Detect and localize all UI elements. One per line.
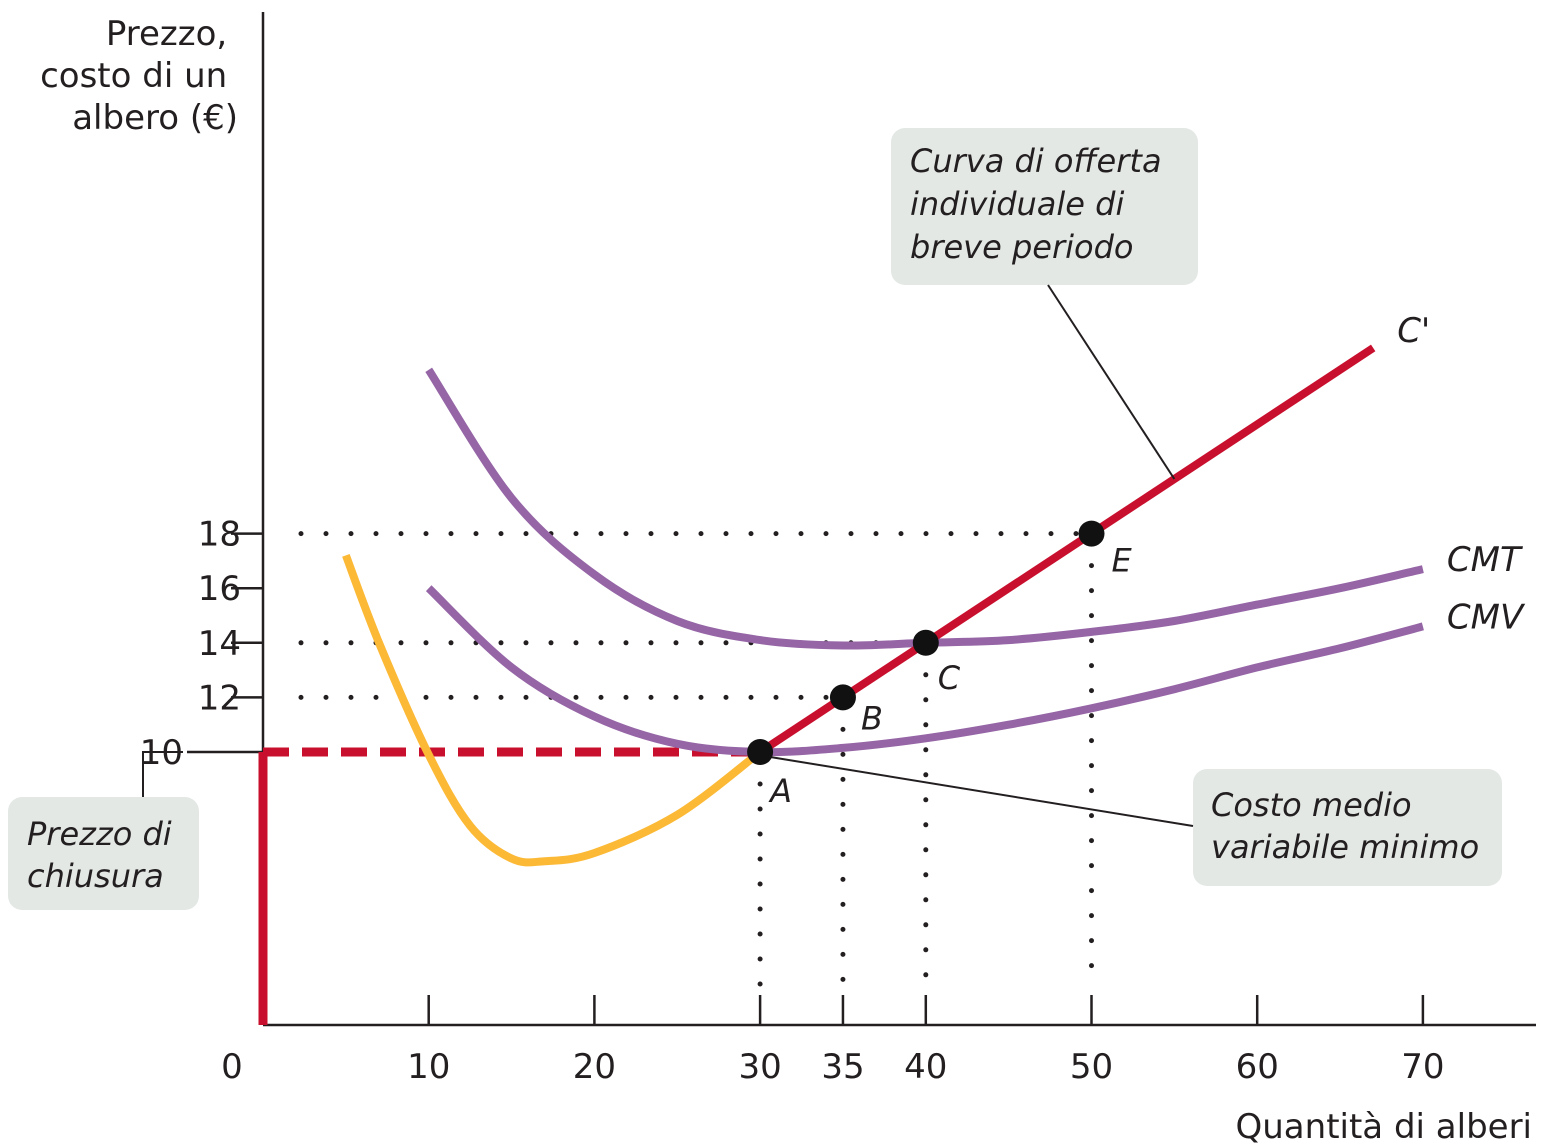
x-tick-label-20: 20 [573,1047,616,1087]
guide-lines [298,531,1094,988]
y-axis-title-line-3: albero (€) [72,98,238,138]
y-tick-label-12: 12 [198,678,241,718]
point-label-e: E [1112,542,1133,580]
supply-callout-leader [1047,284,1176,480]
point-a [747,739,774,765]
x-tick-label-60: 60 [1236,1047,1279,1087]
series-cmv-curve [425,585,1424,757]
point-e [1078,520,1105,547]
x-tick-label-40: 40 [904,1047,947,1087]
series-label-cmt: CMT [1447,540,1523,580]
y-axis-title-line-1: Prezzo, [106,14,227,54]
series-label-cmv: CMV [1447,597,1526,637]
point-label-a: A [768,772,792,810]
labels: 10 20 30 35 40 50 60 70 10 12 14 16 18 CMT CMV C' A B C E [140,311,1526,1087]
supply-callout-line-2: individuale di [910,185,1124,223]
x-tick-label-70: 70 [1401,1047,1444,1087]
shutdown-callout-leader [142,751,183,797]
min-avc-callout-leader [763,755,1194,827]
x-tick-label-50: 50 [1070,1047,1113,1087]
callout-leaders [142,284,1194,827]
x-origin-label: 0 [221,1047,243,1087]
point-label-c: C [938,659,961,697]
y-tick-label-16: 16 [198,569,241,609]
series-label-c: C' [1397,311,1430,351]
point-b [829,684,856,711]
point-label-b: B [861,699,883,737]
shutdown-callout-line-1: Prezzo di [27,815,172,853]
min-avc-callout-box [1193,769,1502,886]
supply-callout-line-3: breve periodo [910,228,1133,266]
x-tick-label-10: 10 [407,1047,450,1087]
min-avc-callout-line-1: Costo medio [1211,786,1412,824]
points [747,520,1105,765]
y-tick-label-10: 10 [140,733,183,773]
y-axis-title: Prezzo, costo di un albero (€) [40,14,238,138]
x-tick-label-30: 30 [738,1047,781,1087]
series-curve-2 [342,553,763,867]
series-c-curve [757,344,1376,756]
callout-texts: Curva di offerta individuale di breve pe… [27,142,1479,895]
shutdown-callout-box [8,797,199,910]
supply-callout-box [891,128,1198,285]
min-avc-callout-line-2: variabile minimo [1211,828,1479,866]
y-axis-title-line-2: costo di un [40,56,227,96]
shutdown-callout-text: Prezzo di chiusura [27,815,182,895]
supply-callout-text: Curva di offerta individuale di breve pe… [910,142,1172,266]
shutdown-callout-line-2: chiusura [27,857,164,895]
supply-callout-line-1: Curva di offerta [910,142,1162,180]
y-tick-label-14: 14 [198,624,241,664]
y-tick-label-18: 18 [198,515,241,555]
point-c [912,629,939,656]
x-axis-title: Quantità di alberi [1236,1107,1533,1145]
min-avc-callout-text: Costo medio variabile minimo [1211,786,1479,866]
x-tick-label-35: 35 [821,1047,864,1087]
